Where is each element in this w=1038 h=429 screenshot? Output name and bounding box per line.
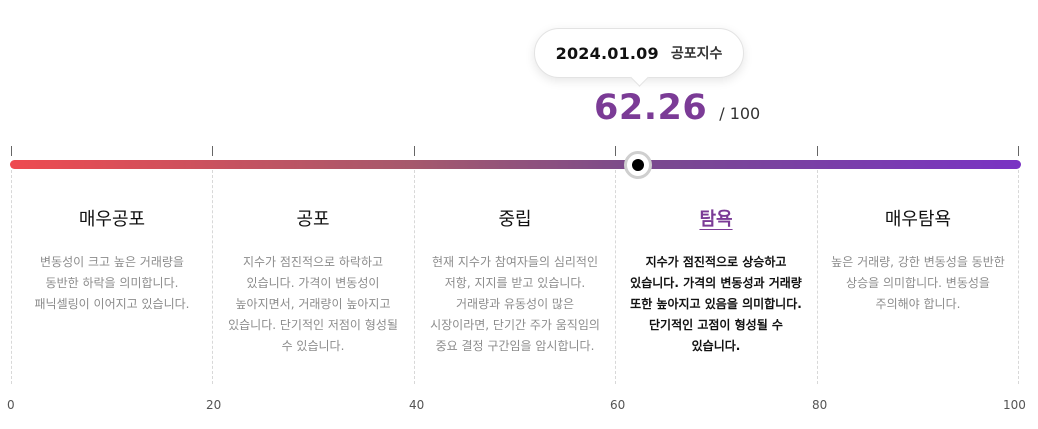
zone-title-active-link[interactable]: 탐욕 [699, 209, 733, 230]
axis-label: 40 [409, 398, 425, 412]
scale-tick [615, 146, 616, 156]
current-value-marker [623, 151, 652, 179]
index-gradient-track [10, 160, 1021, 169]
date-tooltip: 2024.01.09 공포지수 [534, 28, 744, 78]
scale-tick [1018, 146, 1019, 156]
axis-label: 0 [7, 398, 15, 412]
scale-tick [817, 146, 818, 156]
score-value: 62.26 [594, 88, 708, 128]
zone-fear: 공포 지수가 점진적으로 하락하고 있습니다. 가격이 변동성이 높아지면서, … [212, 206, 414, 357]
zone-divider [817, 170, 818, 384]
scale-tick [414, 146, 415, 156]
tooltip-date: 2024.01.09 [555, 43, 659, 63]
zone-divider [615, 170, 616, 384]
score-display: 62.26 / 100 [594, 88, 760, 128]
scale-tick [212, 146, 213, 156]
axis-label: 60 [610, 398, 626, 412]
zone-description: 높은 거래량, 강한 변동성을 동반한 상승을 의미합니다. 변동성을 주의해야… [831, 255, 1005, 311]
zone-divider [212, 170, 213, 384]
zone-description: 변동성이 크고 높은 거래량을 동반한 하락을 의미합니다. 패닉셀링이 이어지… [34, 255, 190, 311]
zone-title: 중립 [498, 209, 532, 230]
zone-greed[interactable]: 탐욕 지수가 점진적으로 상승하고 있습니다. 가격의 변동성과 거래량 또한 … [615, 206, 817, 357]
zone-divider [1018, 170, 1019, 384]
tooltip-index-name: 공포지수 [670, 46, 723, 62]
axis-label: 100 [1003, 398, 1026, 412]
axis-label: 80 [812, 398, 828, 412]
zone-title: 공포 [296, 209, 330, 230]
zone-extreme-greed: 매우탐욕 높은 거래량, 강한 변동성을 동반한 상승을 의미합니다. 변동성을… [817, 206, 1019, 315]
zone-description: 현재 지수가 참여자들의 심리적인 저항, 지지를 받고 있습니다. 거래량과 … [430, 255, 600, 353]
zone-divider [414, 170, 415, 384]
zone-description: 지수가 점진적으로 하락하고 있습니다. 가격이 변동성이 높아지면서, 거래량… [228, 255, 398, 353]
axis-label: 20 [206, 398, 222, 412]
marker-dot-icon [631, 159, 644, 171]
zone-extreme-fear: 매우공포 변동성이 크고 높은 거래량을 동반한 하락을 의미합니다. 패닉셀링… [11, 206, 213, 315]
zone-title: 매우탐욕 [884, 209, 952, 230]
zone-description: 지수가 점진적으로 상승하고 있습니다. 가격의 변동성과 거래량 또한 높아지… [630, 255, 802, 353]
zone-neutral: 중립 현재 지수가 참여자들의 심리적인 저항, 지지를 받고 있습니다. 거래… [414, 206, 616, 357]
zone-title: 매우공포 [78, 209, 146, 230]
scale-tick [11, 146, 12, 156]
score-max: / 100 [719, 104, 761, 123]
zone-divider [11, 170, 12, 384]
